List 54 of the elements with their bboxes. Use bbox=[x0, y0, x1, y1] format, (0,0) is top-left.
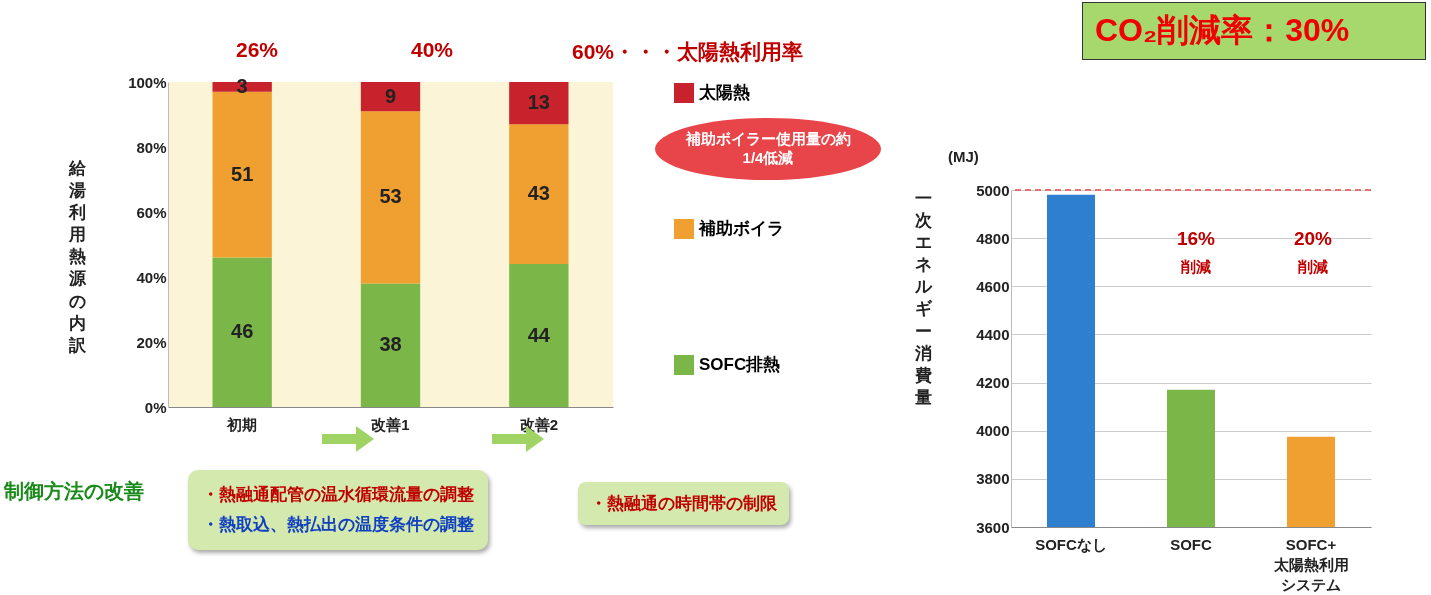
legend-label: 補助ボイラ bbox=[698, 219, 784, 238]
data-label: 53 bbox=[379, 185, 402, 208]
y-tick-label: 0% bbox=[144, 398, 167, 416]
legend-label: 太陽熱 bbox=[698, 83, 750, 102]
y-tick-label: 100% bbox=[128, 73, 167, 91]
x-tick-label: SOFC+太陽熱利用システム bbox=[1272, 535, 1349, 593]
bar bbox=[509, 264, 569, 407]
bar bbox=[509, 82, 569, 125]
text: 補助ボイラー使用量の約1/4低減 bbox=[685, 130, 851, 168]
y-tick-label: 3800 bbox=[976, 470, 1010, 488]
text: 40% bbox=[410, 38, 454, 62]
bar bbox=[360, 283, 421, 407]
data-label: 43 bbox=[527, 182, 550, 205]
text: 26% bbox=[235, 38, 279, 62]
bar bbox=[212, 257, 272, 407]
y-tick-label: 80% bbox=[136, 138, 167, 156]
legend-label: SOFC排熱 bbox=[699, 355, 781, 374]
text: ・熱取込、熱払出の温度条件の調整 bbox=[202, 514, 474, 536]
y-tick-label: 4800 bbox=[976, 229, 1010, 247]
text: 給湯利用熱源の内訳 bbox=[68, 159, 86, 355]
text: (MJ) bbox=[948, 148, 979, 165]
annotation: 削減 bbox=[1297, 258, 1329, 277]
x-tick-label: 初期 bbox=[226, 415, 258, 433]
x-tick-label: 改善1 bbox=[371, 415, 410, 433]
data-label: 9 bbox=[384, 84, 397, 107]
text: 制御方法の改善 bbox=[4, 479, 144, 504]
bar bbox=[360, 111, 421, 284]
data-label: 13 bbox=[527, 91, 550, 114]
bar bbox=[212, 91, 272, 258]
y-tick-label: 40% bbox=[136, 268, 167, 286]
text: CO₂削減率：30% bbox=[1095, 11, 1350, 50]
y-tick-label: 20% bbox=[136, 333, 167, 351]
x-tick-label: SOFC bbox=[1170, 535, 1212, 553]
x-tick-label: SOFCなし bbox=[1035, 535, 1107, 553]
data-label: 44 bbox=[527, 323, 551, 346]
y-tick-label: 60% bbox=[136, 203, 167, 221]
data-label: 51 bbox=[231, 162, 254, 185]
y-tick-label: 4000 bbox=[976, 422, 1010, 440]
annotation: 16% bbox=[1176, 228, 1216, 250]
bar bbox=[360, 82, 421, 112]
y-tick-label: 4200 bbox=[976, 374, 1010, 392]
text: ・熱融通配管の温水循環流量の調整 bbox=[202, 484, 474, 506]
data-label: 46 bbox=[231, 320, 254, 343]
y-tick-label: 3600 bbox=[976, 518, 1010, 536]
text: ・熱融通の時間帯の制限 bbox=[590, 493, 777, 515]
text: 一次エネルギー消費量 bbox=[914, 189, 932, 407]
y-tick-label: 4400 bbox=[976, 325, 1010, 343]
data-label: 38 bbox=[379, 333, 402, 356]
y-tick-label: 5000 bbox=[976, 181, 1010, 199]
annotation: 削減 bbox=[1180, 258, 1212, 277]
bar bbox=[509, 124, 569, 264]
annotation: 20% bbox=[1293, 228, 1333, 250]
y-tick-label: 4600 bbox=[976, 277, 1010, 295]
text: 60%・・・太陽熱利用率 bbox=[572, 39, 804, 65]
